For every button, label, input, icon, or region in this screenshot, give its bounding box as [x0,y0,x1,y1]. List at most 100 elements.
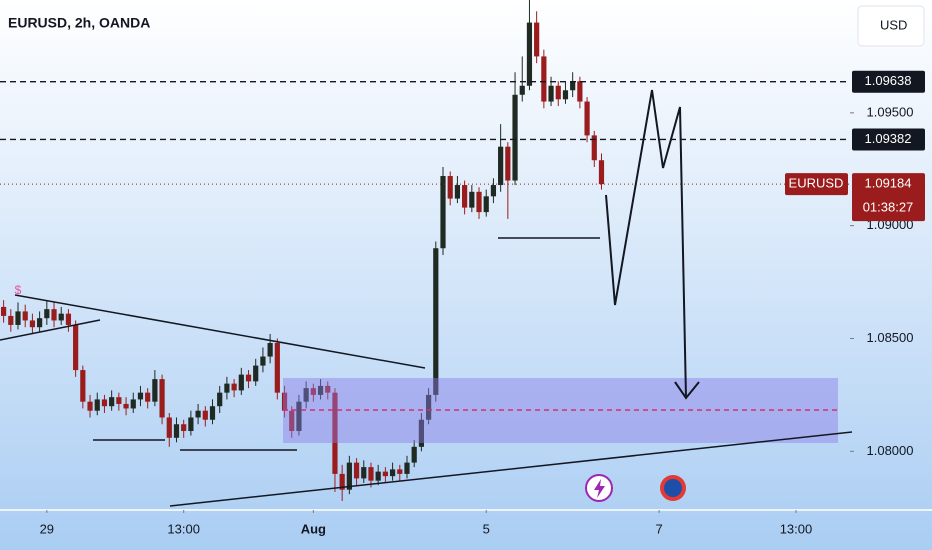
level-label-box [852,128,925,151]
x-tick-label: 13:00 [167,521,200,536]
y-tick-label: 1.09500 [867,104,914,119]
candle-body [418,419,424,447]
candle-body [181,424,187,432]
candle-body [462,185,468,208]
candle-body [22,311,28,321]
candle-body [253,365,259,382]
candle-body [584,101,590,136]
x-tick-label: Aug [301,521,326,536]
countdown-label: 01:38:27 [863,200,914,215]
candle-body [109,397,115,407]
candle-body [94,399,100,411]
candle-body [202,410,208,420]
candle-body [137,392,144,400]
candle-body [505,146,511,181]
candle-body [353,462,360,479]
level-label-box [852,70,925,93]
candle-body [80,370,86,402]
trendline [0,319,101,341]
candle-body [548,85,554,102]
candle-body [389,469,396,477]
candle-body [188,417,194,432]
currency-button[interactable] [857,5,925,47]
candle-body [65,313,72,325]
event-icon-inner [664,479,682,497]
projection-path [605,89,687,399]
event-icon-glyph [594,479,605,498]
candle-body [231,383,237,391]
candle-body [483,196,489,213]
candle-body [224,383,230,393]
candle-body [37,318,43,328]
level-label: 1.09382 [865,131,912,146]
price-label: 1.09184 [865,176,912,191]
candle-body [58,313,64,321]
candle-body [562,90,569,100]
candle-body [440,176,446,249]
candle-body [332,392,338,474]
candle-body [245,374,252,382]
trendline [14,294,426,369]
drawings [0,89,853,507]
candle-body [346,462,352,490]
x-tick-label: 7 [655,521,662,536]
candle-body [260,356,266,366]
candle-body [555,85,561,100]
y-tick-label: 1.08000 [867,443,914,458]
chart-title: EURUSD, 2h, OANDA [8,15,150,31]
symbol-label: EURUSD [789,176,844,191]
candle-body [209,406,216,420]
candle-body [498,146,504,186]
trendline [169,431,853,507]
candle-body [469,191,475,208]
event-icons [585,474,686,502]
candle-body [8,315,14,325]
candle-body [368,467,374,481]
candle-body [433,248,439,395]
candle-body [490,185,497,197]
candle-body [296,401,302,432]
symbol-box [785,173,848,196]
candle-body [123,403,129,409]
candle-body [454,185,461,199]
candle-body [591,135,597,161]
candle-body [476,191,482,213]
candle-body [152,379,158,402]
candle-body [534,22,540,57]
candle-body [195,410,201,418]
candle-body [15,311,21,325]
candle-body [217,392,223,407]
candle-body [339,473,345,490]
x-tick-label: 29 [40,521,54,536]
currency-label[interactable]: USD [880,17,907,32]
candle-body [570,81,576,91]
candle-body [145,392,151,402]
candle-body [51,309,57,321]
candle-body [404,462,410,474]
candle-body [541,56,547,102]
candle-body [29,320,36,328]
candle-body [116,397,122,404]
candle-body [577,81,583,102]
candle-body [375,471,381,481]
x-tick-label: 5 [483,521,490,536]
candle-body [310,388,316,395]
y-tick-label: 1.08500 [867,330,914,345]
price-box [852,173,925,222]
candle-body [267,343,273,357]
candle-body [1,306,7,316]
candle-body [289,410,295,432]
candle-body [598,160,605,185]
candle-body [281,392,288,411]
candle-body [519,85,525,95]
candle-body [130,399,136,409]
candle-body [397,469,403,474]
candle-body [317,385,324,395]
event-marker: $ [15,283,22,297]
candle-body [101,399,108,407]
candle-body [238,374,244,391]
candle-body [166,417,172,438]
